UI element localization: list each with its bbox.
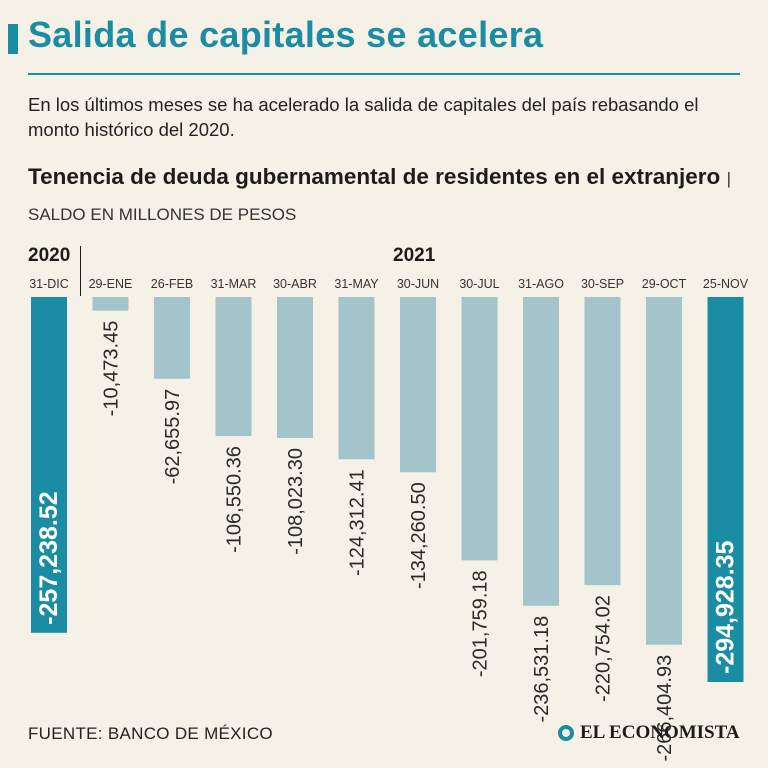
value-label: -294,928.35 <box>712 540 740 674</box>
x-tick-label: 25-NOV <box>703 277 749 291</box>
year-label-2021: 2021 <box>393 245 436 266</box>
brand-logo-icon <box>558 725 574 741</box>
value-label: -266,404.93 <box>654 655 676 762</box>
chart-unit: | SALDO EN MILLONES DE PESOS <box>28 169 731 224</box>
bar <box>338 297 375 460</box>
chart-title: Tenencia de deuda gubernamental de resid… <box>28 164 721 189</box>
x-tick-label: 29-OCT <box>642 277 687 291</box>
chart-heading: Tenencia de deuda gubernamental de resid… <box>28 160 748 232</box>
value-label: -220,754.02 <box>593 595 615 702</box>
value-label: -106,550.36 <box>224 446 246 553</box>
bar <box>400 297 436 473</box>
brand-logo: EL ECONOMISTA <box>558 722 740 744</box>
bar <box>277 297 313 439</box>
year-divider <box>80 246 81 296</box>
x-tick-label: 31-MAY <box>334 277 379 291</box>
value-label: -201,759.18 <box>470 570 492 677</box>
x-tick-label: 31-DIC <box>29 277 69 291</box>
bar <box>154 297 190 379</box>
value-label: -257,238.52 <box>35 491 63 624</box>
x-tick-label: 30-SEP <box>581 277 624 291</box>
x-tick-label: 26-FEB <box>151 277 193 291</box>
bar <box>584 297 621 586</box>
value-label: -108,023.30 <box>285 448 307 555</box>
bar <box>461 297 498 561</box>
title-accent-bar <box>8 24 18 54</box>
x-tick-label: 30-ABR <box>273 277 317 291</box>
brand-name: EL ECONOMISTA <box>580 722 740 743</box>
subtitle: En los últimos meses se ha acelerado la … <box>28 94 699 140</box>
bar <box>646 297 682 645</box>
x-tick-label: 30-JUN <box>397 277 439 291</box>
value-label: -10,473.45 <box>101 321 123 417</box>
x-tick-label: 31-MAR <box>211 277 257 291</box>
value-label: -134,260.50 <box>408 482 430 589</box>
source-note: FUENTE: BANCO DE MÉXICO <box>28 724 273 743</box>
bar <box>31 297 67 633</box>
value-label: -124,312.41 <box>347 469 369 576</box>
x-tick-label: 30-JUL <box>459 277 499 291</box>
value-label: -62,655.97 <box>162 389 184 485</box>
bar <box>92 297 129 311</box>
x-tick-label: 29-ENE <box>89 277 133 291</box>
x-tick-label: 31-AGO <box>518 277 564 291</box>
year-label-2020: 2020 <box>28 245 71 266</box>
bar <box>707 297 744 682</box>
bar <box>523 297 559 606</box>
title-rule <box>28 73 740 75</box>
bar <box>215 297 252 437</box>
page-title: Salida de capitales se acelera <box>28 14 544 55</box>
value-label: -236,531.18 <box>531 616 553 723</box>
